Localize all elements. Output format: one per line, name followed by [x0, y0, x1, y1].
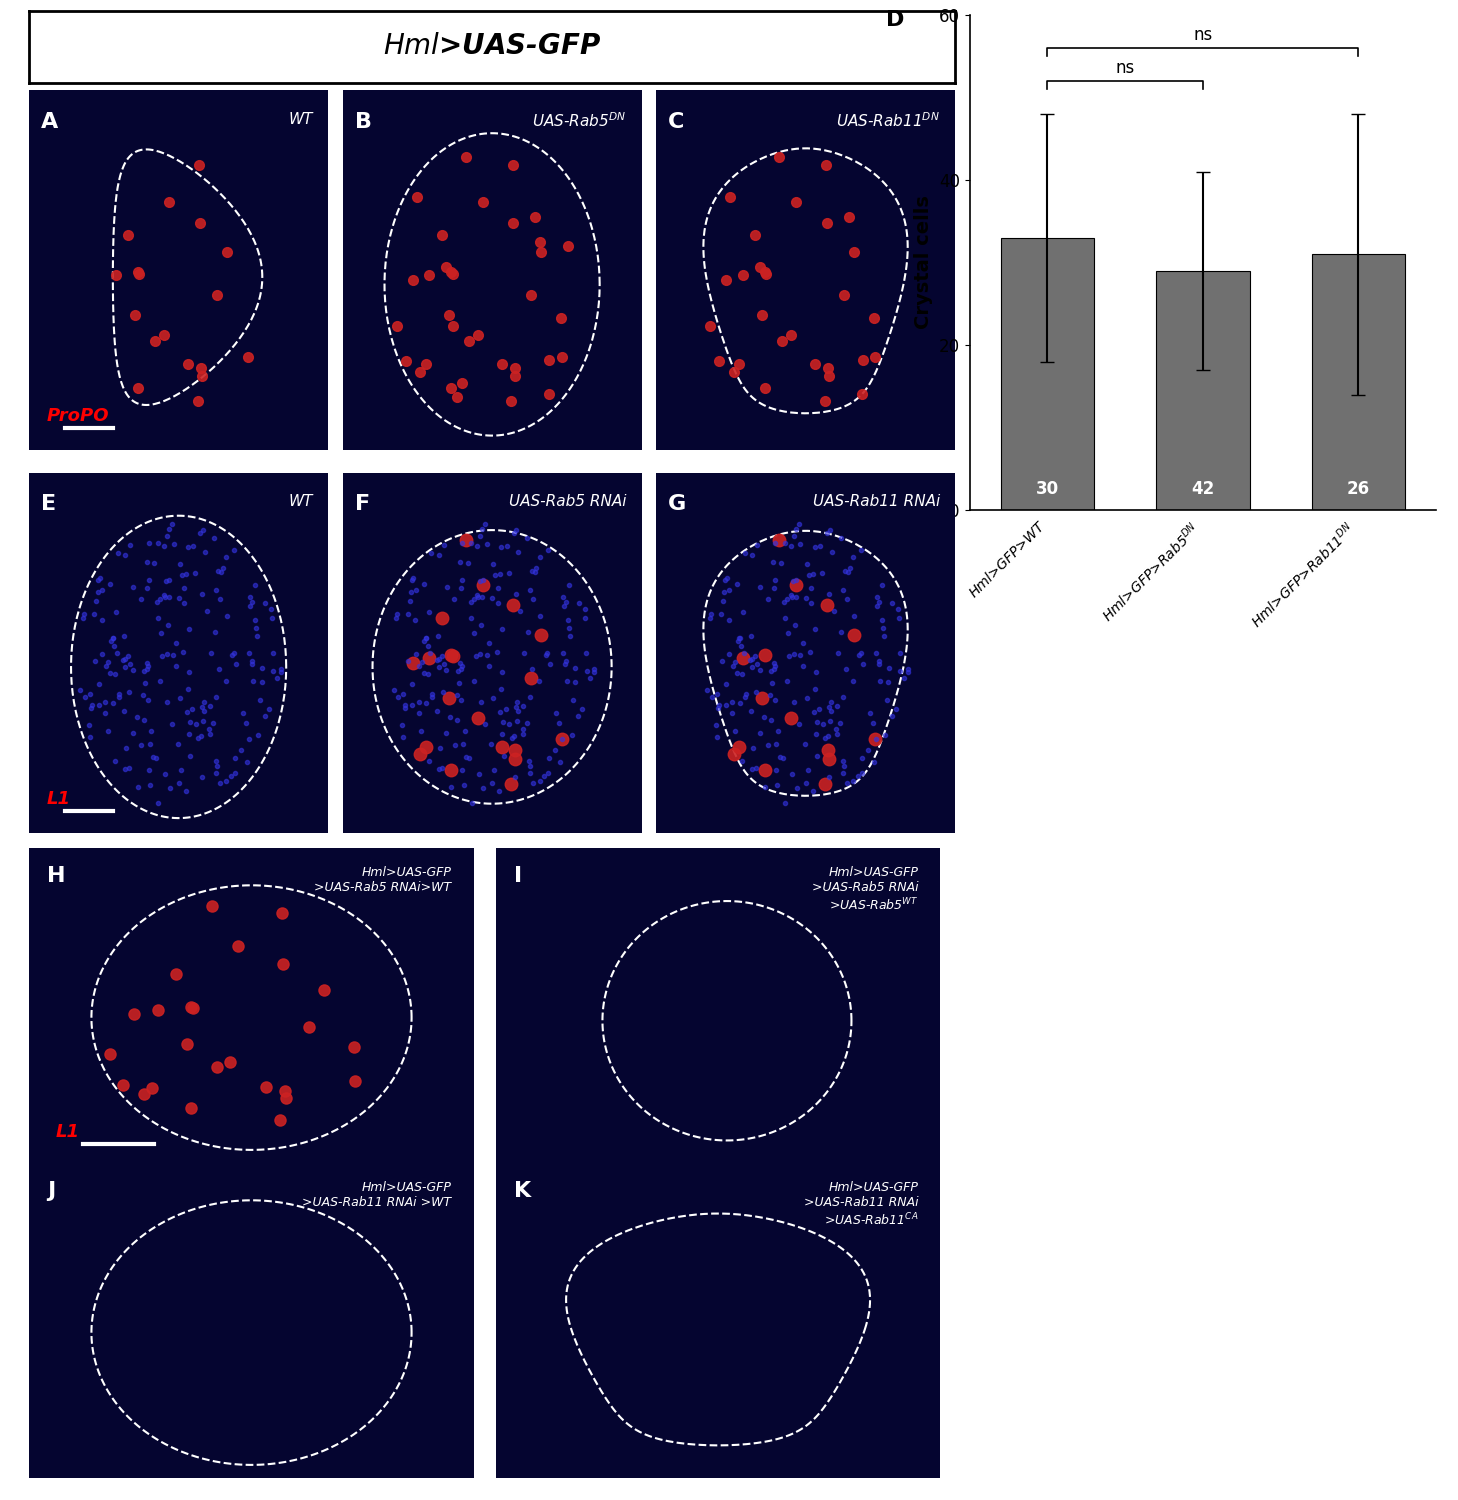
Text: D: D: [885, 10, 904, 30]
Text: Hml>UAS-GFP
>UAS-Rab5 RNAi
>UAS-Rab5$^{WT}$: Hml>UAS-GFP >UAS-Rab5 RNAi >UAS-Rab5$^{W…: [812, 867, 919, 913]
Text: Hml>UAS-GFP
>UAS-Rab5 RNAi>WT: Hml>UAS-GFP >UAS-Rab5 RNAi>WT: [315, 867, 452, 894]
Text: WT: WT: [289, 111, 313, 126]
Text: Hml>UAS-GFP
>UAS-Rab11 RNAi >WT: Hml>UAS-GFP >UAS-Rab11 RNAi >WT: [302, 1182, 452, 1209]
Text: F: F: [354, 494, 370, 514]
Text: ns: ns: [1193, 26, 1213, 44]
Text: K: K: [513, 1182, 531, 1202]
Text: $\it{Hml}$>UAS-GFP: $\it{Hml}$>UAS-GFP: [383, 33, 601, 60]
Text: C: C: [668, 111, 684, 132]
Text: L1: L1: [55, 1124, 80, 1142]
Text: ns: ns: [1115, 58, 1134, 76]
Bar: [1312, 255, 1406, 510]
Bar: [1000, 238, 1094, 510]
Text: H: H: [47, 867, 66, 886]
Text: ProPO: ProPO: [47, 406, 109, 424]
Text: B: B: [354, 111, 372, 132]
Text: UAS-Rab5$^{DN}$: UAS-Rab5$^{DN}$: [532, 111, 627, 130]
Text: L1: L1: [47, 789, 71, 807]
Text: E: E: [41, 494, 57, 514]
Bar: [1156, 272, 1250, 510]
Y-axis label: Crystal cells: Crystal cells: [914, 195, 933, 330]
Text: UAS-Rab11 RNAi: UAS-Rab11 RNAi: [812, 494, 940, 508]
Text: J: J: [47, 1182, 55, 1202]
Text: A: A: [41, 111, 58, 132]
Text: G: G: [668, 494, 687, 514]
Text: WT: WT: [289, 494, 313, 508]
Text: UAS-Rab11$^{DN}$: UAS-Rab11$^{DN}$: [837, 111, 940, 130]
Text: I: I: [513, 867, 522, 886]
Text: Hml>UAS-GFP
>UAS-Rab11 RNAi
>UAS-Rab11$^{CA}$: Hml>UAS-GFP >UAS-Rab11 RNAi >UAS-Rab11$^…: [803, 1182, 919, 1228]
Text: 26: 26: [1347, 480, 1371, 498]
Text: 30: 30: [1035, 480, 1059, 498]
Text: 42: 42: [1191, 480, 1215, 498]
Text: UAS-Rab5 RNAi: UAS-Rab5 RNAi: [509, 494, 627, 508]
